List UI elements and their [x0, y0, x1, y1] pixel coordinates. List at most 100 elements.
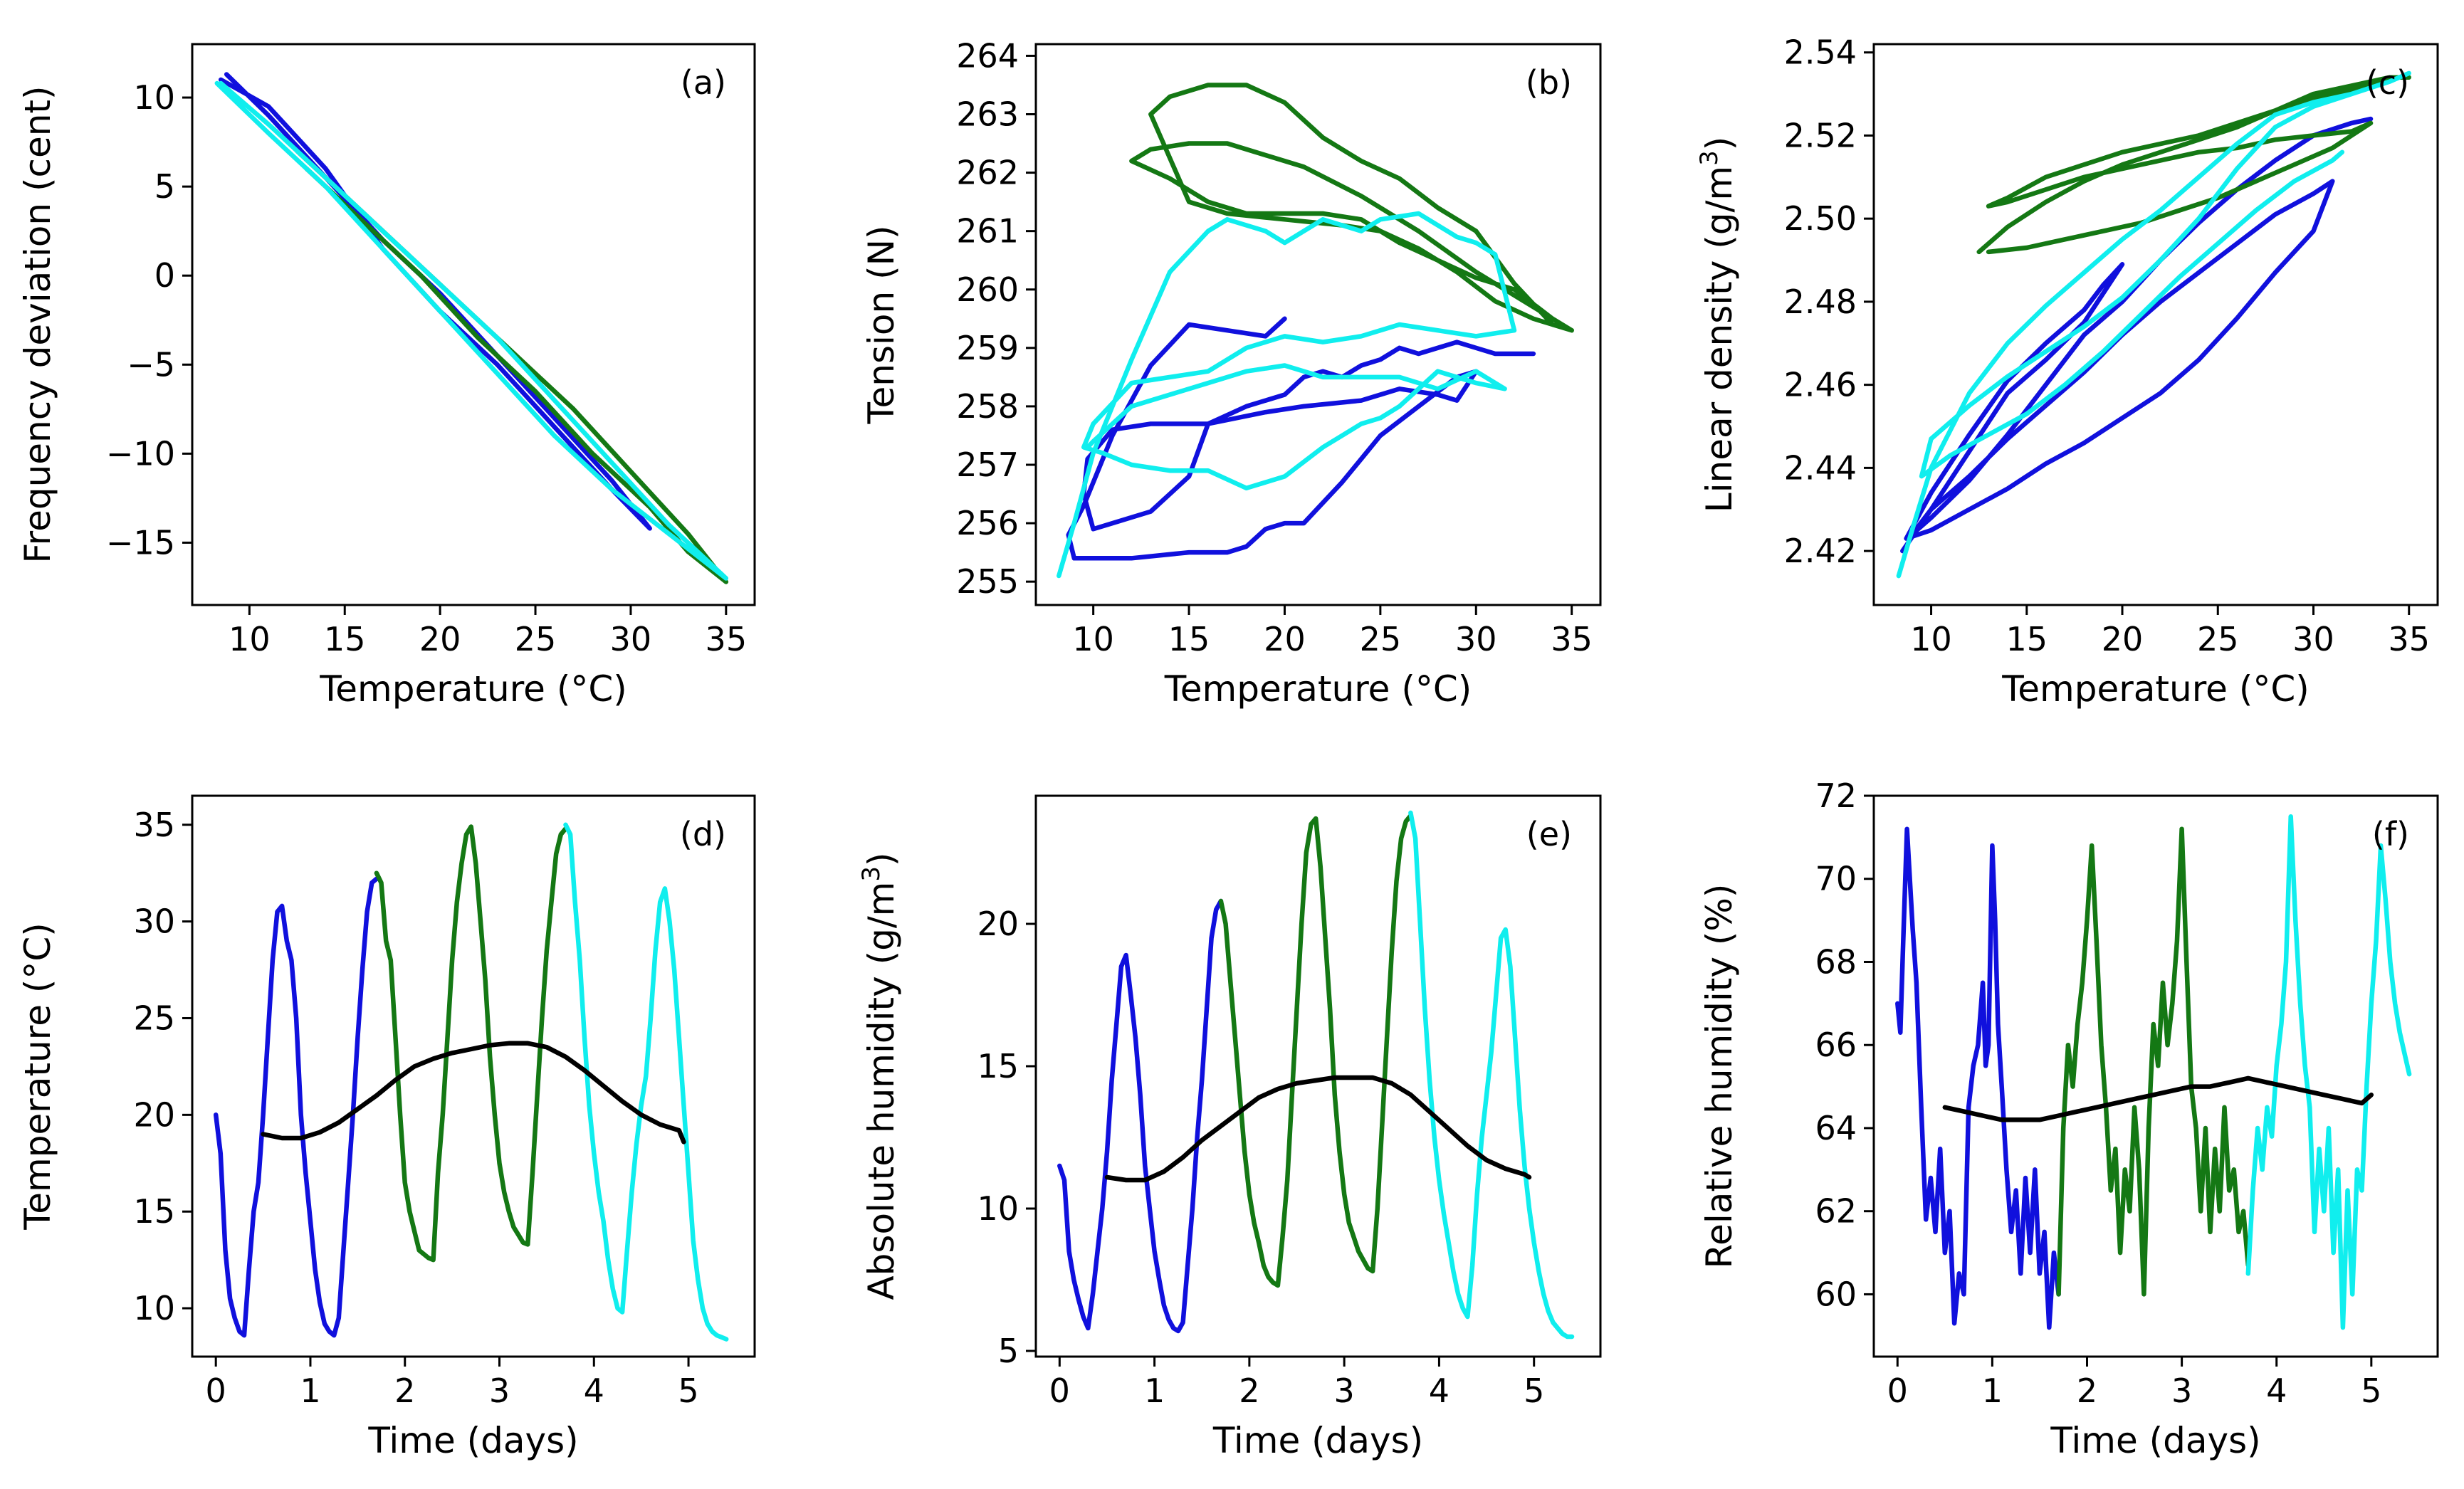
y-tick-label: 30 — [133, 903, 175, 941]
y-tick-label: 66 — [1815, 1026, 1857, 1064]
axes-frame — [191, 794, 756, 1358]
x-tick-label: 3 — [2171, 1372, 2192, 1410]
x-tick-label: 35 — [2388, 620, 2430, 658]
y-tick-label: 262 — [956, 154, 1019, 192]
axes-frame — [1872, 794, 2439, 1358]
x-axis-label: Temperature (°C) — [2001, 668, 2310, 710]
y-tick-label: −10 — [106, 434, 175, 473]
x-axis-label: Time (days) — [2050, 1420, 2260, 1461]
chart-panel-2: 10 15 20 25 30 35 264 263 262 261 260 259 258 257 256 2… — [861, 36, 1602, 710]
y-tick-label: 10 — [133, 1289, 175, 1327]
y-tick-label: 15 — [977, 1047, 1019, 1085]
x-tick-label: 25 — [515, 620, 557, 658]
x-tick-label: 5 — [678, 1372, 698, 1410]
x-tick-label: 20 — [1264, 620, 1306, 658]
y-tick-label: 260 — [956, 270, 1019, 309]
chart-panel-6: 0 1 2 3 4 5 72 70 68 66 64 62 60 Time (days) Relative … — [1699, 777, 2439, 1461]
x-tick-label: 0 — [1887, 1372, 1908, 1410]
series-line-cyan — [563, 822, 729, 1342]
y-tick-label: 5 — [154, 167, 175, 206]
x-tick-label: 4 — [2266, 1372, 2287, 1410]
series-line-blue — [1895, 826, 2061, 1330]
y-axis-label: Absolute humidity (g/m3) — [857, 852, 902, 1300]
y-tick-label: 256 — [956, 504, 1019, 542]
y-tick-label: 20 — [977, 905, 1019, 943]
y-tick-label: 68 — [1815, 942, 1857, 981]
x-tick-label: 2 — [1239, 1372, 1259, 1410]
y-tick-label: 259 — [956, 329, 1019, 367]
axes-frame — [1034, 43, 1602, 606]
y-tick-label: 60 — [1815, 1275, 1857, 1313]
y-tick-label: 2.54 — [1784, 33, 1857, 72]
x-tick-label: 1 — [1982, 1372, 2003, 1410]
series-line-cyan — [214, 80, 729, 581]
x-tick-label: 30 — [2292, 620, 2334, 658]
y-tick-label: 35 — [133, 806, 175, 844]
x-tick-label: 2 — [394, 1372, 415, 1410]
axes-frame — [1872, 43, 2439, 606]
y-tick-label: 261 — [956, 212, 1019, 251]
series-line-blue — [1900, 116, 2374, 554]
series-line-black — [261, 1041, 686, 1145]
panel-tag: (a) — [681, 63, 726, 102]
x-tick-label: 10 — [1910, 620, 1952, 658]
x-axis-label: Temperature (°C) — [1164, 668, 1472, 710]
x-tick-label: 4 — [584, 1372, 604, 1410]
x-tick-label: 1 — [300, 1372, 320, 1410]
series-line-black — [1942, 1075, 2374, 1122]
x-tick-label: 35 — [1551, 620, 1593, 658]
y-tick-label: 2.46 — [1784, 366, 1857, 404]
x-tick-label: 15 — [1168, 620, 1210, 658]
y-tick-label: 15 — [133, 1192, 175, 1231]
y-tick-label: 2.52 — [1784, 116, 1857, 154]
axes-frame — [191, 43, 756, 606]
axes-frame — [1034, 794, 1602, 1358]
y-tick-label: 258 — [956, 387, 1019, 426]
x-tick-label: 10 — [1072, 620, 1114, 658]
panel-tag: (d) — [680, 815, 726, 853]
series-line-black — [1104, 1075, 1532, 1183]
series-line-green — [2056, 826, 2251, 1297]
y-tick-label: 2.50 — [1784, 199, 1857, 238]
y-tick-label: 0 — [154, 256, 175, 295]
x-tick-label: 2 — [2077, 1372, 2097, 1410]
y-tick-label: −15 — [106, 523, 175, 562]
x-tick-label: 10 — [229, 620, 271, 658]
x-tick-label: 4 — [1429, 1372, 1449, 1410]
panel-tag: (e) — [1526, 815, 1572, 853]
y-tick-label: 2.48 — [1784, 283, 1857, 321]
series-line-blue — [213, 876, 379, 1338]
y-axis-label: Linear density (g/m3) — [1695, 137, 1740, 512]
series-line-cyan — [1057, 211, 1517, 579]
series-line-green — [1218, 813, 1413, 1288]
series-line-blue — [1057, 898, 1224, 1334]
y-tick-label: 2.42 — [1784, 532, 1857, 570]
y-tick-label: 25 — [133, 999, 175, 1037]
chart-panel-5: 0 1 2 3 4 5 20 15 10 5 Time (days) Absolute humidit… — [857, 794, 1602, 1461]
x-tick-label: 3 — [489, 1372, 510, 1410]
x-tick-label: 5 — [1524, 1372, 1544, 1410]
x-tick-label: 30 — [610, 620, 652, 658]
y-tick-label: 264 — [956, 36, 1019, 75]
chart-panel-1: 10 15 20 25 30 35 10 5 0 −5 −10 −15 Temperature (°C)… — [17, 43, 756, 710]
x-tick-label: 3 — [1334, 1372, 1355, 1410]
series-line-green — [1129, 83, 1574, 333]
y-axis-label: Relative humidity (%) — [1699, 884, 1740, 1269]
series-line-cyan — [1408, 810, 1575, 1340]
y-axis-label: Tension (N) — [861, 225, 902, 424]
chart-panel-4: 0 1 2 3 4 5 35 30 25 20 15 10 Time (days) Temperature… — [17, 794, 756, 1461]
panel-tag: (f) — [2372, 815, 2409, 853]
x-tick-label: 20 — [2102, 620, 2144, 658]
x-tick-label: 15 — [2006, 620, 2048, 658]
y-tick-label: 20 — [133, 1095, 175, 1134]
y-tick-label: 2.44 — [1784, 448, 1857, 487]
panel-tag: (b) — [1526, 63, 1572, 102]
x-tick-label: 20 — [419, 620, 461, 658]
y-axis-label: Temperature (°C) — [17, 922, 58, 1231]
series-line-cyan — [2245, 814, 2412, 1330]
y-tick-label: 255 — [956, 562, 1019, 601]
x-axis-label: Temperature (°C) — [319, 668, 627, 710]
y-tick-label: 257 — [956, 446, 1019, 484]
x-tick-label: 25 — [2197, 620, 2239, 658]
